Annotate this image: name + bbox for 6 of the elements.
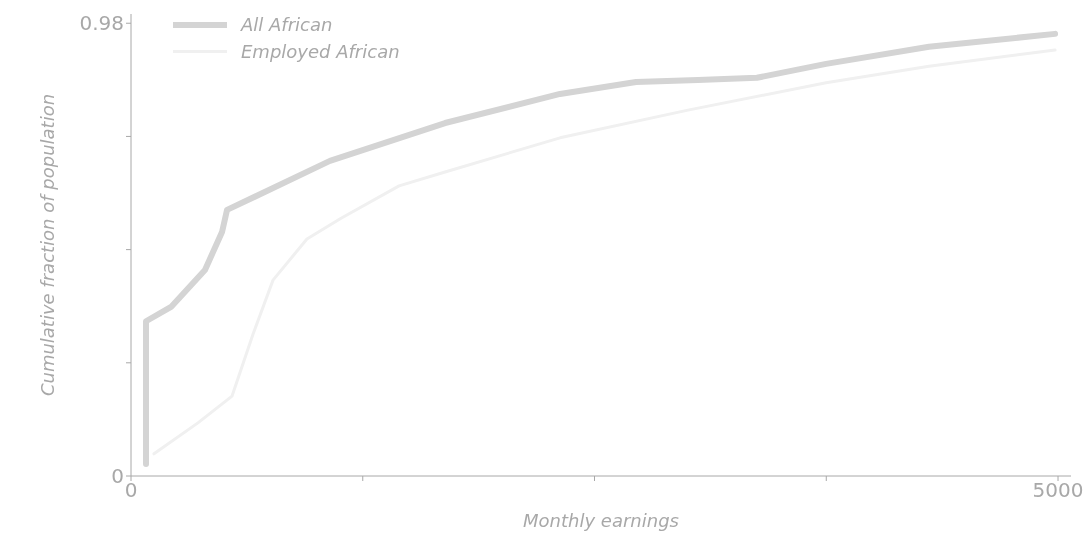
x-tick-label: 5000 [1032, 478, 1084, 503]
legend-label: All African [241, 14, 333, 35]
y-axis-title: Cumulative fraction of population [37, 93, 59, 397]
y-tick-label: 0.98 [79, 11, 124, 36]
x-axis-title: Monthly earnings [523, 510, 679, 531]
legend-label: Employed African [241, 41, 400, 62]
